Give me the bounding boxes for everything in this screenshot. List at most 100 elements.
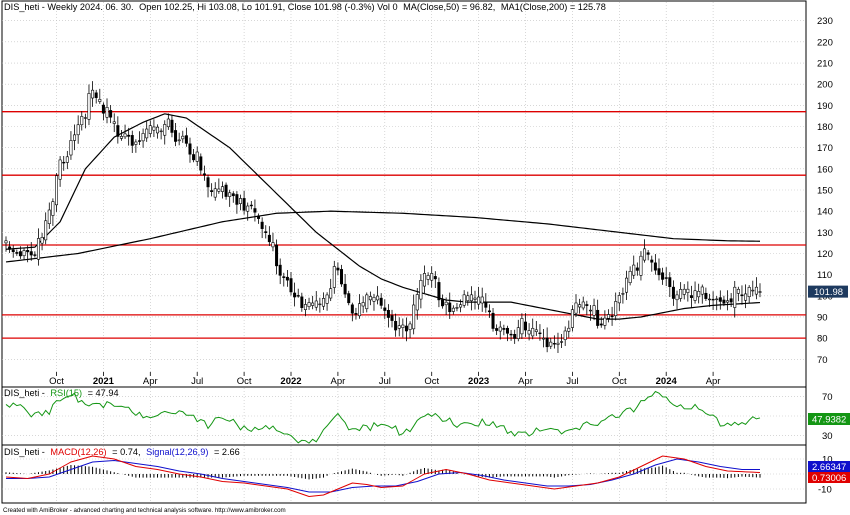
candle-body — [628, 270, 632, 284]
candle — [170, 115, 174, 138]
candle — [502, 324, 506, 336]
candle — [455, 302, 459, 312]
candle-body — [4, 240, 8, 244]
candle-body — [744, 293, 748, 301]
candle — [235, 191, 239, 214]
candle-body — [285, 276, 289, 281]
candle-body — [502, 328, 506, 330]
candle — [267, 226, 271, 246]
price-tick-label: 70 — [817, 355, 828, 366]
candle-body — [177, 139, 181, 142]
candle — [148, 120, 152, 138]
candle — [718, 290, 722, 310]
candle-body — [15, 252, 19, 254]
candle-body — [321, 298, 325, 307]
candle-body — [394, 320, 398, 331]
candle — [592, 298, 596, 321]
candle — [606, 309, 610, 323]
candle — [459, 299, 463, 313]
candle-body — [466, 295, 470, 301]
candle-body — [26, 250, 30, 253]
candle — [55, 173, 59, 212]
candle — [33, 251, 37, 258]
candle — [632, 255, 636, 279]
x-tick-label: Oct — [49, 376, 64, 387]
candle — [671, 280, 675, 306]
candle-body — [228, 192, 232, 197]
candle — [307, 297, 311, 310]
candle — [224, 182, 228, 200]
candle — [668, 272, 672, 298]
candle-body — [55, 175, 59, 206]
candle-body — [480, 296, 484, 304]
candle-body — [621, 293, 625, 295]
candle — [336, 262, 340, 276]
candle-body — [513, 334, 517, 339]
candle-body — [556, 342, 560, 345]
candle — [11, 245, 15, 258]
x-tick-label: Oct — [424, 376, 439, 387]
price-tick-label: 130 — [817, 228, 833, 239]
candle-body — [448, 302, 452, 313]
ma50-path — [5, 113, 761, 320]
ma200-label: MA1(Close,200) = 125.78 — [501, 2, 606, 12]
candle — [44, 212, 48, 245]
candle-body — [36, 238, 40, 260]
candle-body — [498, 326, 502, 332]
candle-body — [296, 295, 300, 297]
candle — [520, 313, 524, 339]
candle — [570, 305, 574, 332]
candle-body — [574, 302, 578, 314]
candle-body — [238, 198, 242, 204]
candle — [76, 115, 80, 144]
rsi-title-prefix: DIS_heti - — [4, 388, 45, 398]
price-tick-label: 190 — [817, 101, 833, 112]
candle — [188, 137, 192, 163]
candle — [567, 320, 571, 338]
candle — [643, 239, 647, 263]
candle-body — [116, 125, 120, 137]
candle-body — [740, 294, 744, 297]
candle — [199, 153, 203, 175]
candle-body — [426, 275, 430, 280]
candle-body — [635, 267, 639, 271]
candle — [332, 260, 336, 294]
candle-body — [473, 297, 477, 300]
candle — [127, 127, 131, 146]
candle-body — [109, 110, 113, 118]
candle-body — [343, 283, 347, 295]
candle-body — [646, 252, 650, 255]
signal-last-value: 2.66347 — [812, 462, 846, 473]
candle — [451, 305, 455, 315]
candle — [238, 194, 242, 211]
candle — [419, 274, 423, 309]
candle-body — [18, 251, 22, 257]
price-y-axis: 7080901001101201301401501601701801902002… — [817, 16, 833, 366]
candle-body — [726, 300, 730, 303]
candle — [303, 299, 307, 317]
candle — [722, 295, 726, 307]
candle — [664, 267, 668, 287]
candle — [40, 232, 44, 251]
candle-body — [415, 294, 419, 311]
candle-body — [134, 141, 138, 145]
candle — [15, 249, 19, 256]
candle — [758, 283, 762, 298]
signal-name: Signal(12,26,9) — [146, 447, 208, 457]
price-panel[interactable] — [1, 0, 807, 388]
ma50-line — [5, 113, 761, 320]
last-price-value: 101.98 — [814, 287, 843, 298]
candle-body — [80, 116, 84, 126]
candle-body — [127, 134, 131, 137]
candle — [538, 324, 542, 341]
candle-body — [401, 324, 405, 328]
macd-title-prefix: DIS_heti - — [4, 447, 45, 457]
candle — [101, 102, 105, 121]
candle-body — [166, 118, 170, 128]
candle-body — [87, 93, 91, 120]
candle-body — [693, 290, 697, 301]
candle — [524, 313, 528, 337]
ma50-label: MA(Close,50) = 96.82, — [403, 2, 495, 12]
candle — [682, 284, 686, 300]
candle-body — [682, 288, 686, 295]
